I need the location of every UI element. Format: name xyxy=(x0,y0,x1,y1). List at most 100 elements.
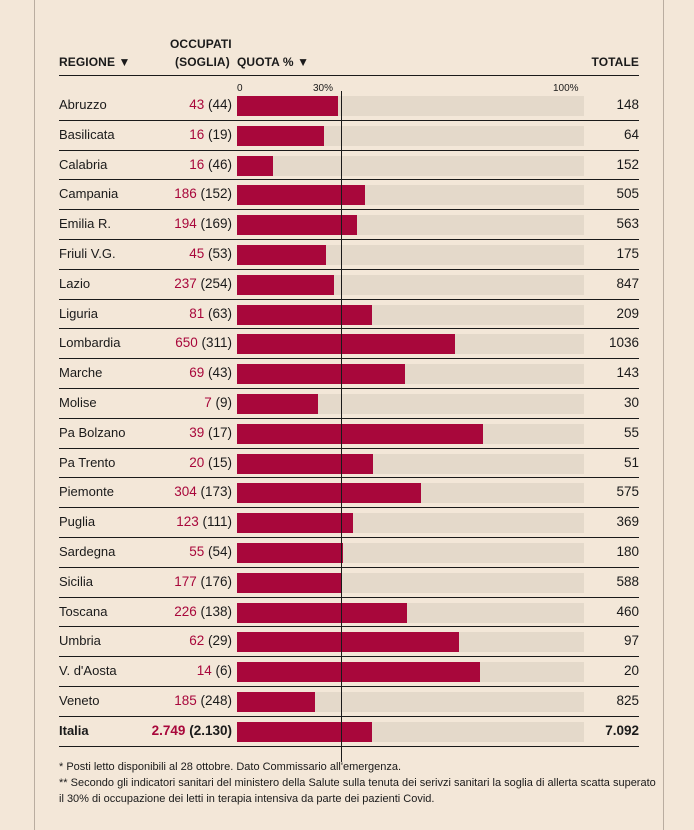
bar-quota xyxy=(237,423,484,444)
table-row: Pa Bolzano 39 (17) 55 xyxy=(59,419,639,449)
totale-value: 97 xyxy=(623,633,639,649)
table-row: Basilicata 16 (19) 64 xyxy=(59,121,639,151)
bar-track xyxy=(237,632,584,653)
bar-quota xyxy=(237,245,327,265)
occupati-soglia: 39 (17) xyxy=(189,419,232,447)
footnote-2: ** Secondo gli indicatori sanitari del m… xyxy=(59,777,656,805)
occupati-value: 2.749 xyxy=(151,722,186,738)
bar-quota xyxy=(237,334,455,355)
row-rule xyxy=(59,119,639,121)
table-row: Sicilia 177 (176) 588 xyxy=(59,568,639,598)
bar-track xyxy=(237,334,584,355)
header-regione[interactable]: REGIONE ▼ xyxy=(59,55,131,69)
totale-value: 575 xyxy=(616,484,639,500)
occupati-value: 123 xyxy=(176,514,199,530)
bar-track xyxy=(237,155,584,176)
region-name: Pa Trento xyxy=(59,454,116,470)
occupati-soglia: 123 (111) xyxy=(176,508,232,536)
occupati-soglia: 185 (248) xyxy=(174,687,232,715)
totale-value: 847 xyxy=(616,275,639,291)
totale-value: 7.092 xyxy=(605,722,639,738)
occupati-soglia: 81 (63) xyxy=(189,300,232,328)
row-rule xyxy=(59,536,639,538)
right-border xyxy=(663,0,664,830)
occupati-soglia: 650 (311) xyxy=(175,329,232,357)
bar-quota xyxy=(237,274,335,295)
soglia-value: (43) xyxy=(207,365,232,381)
bar-track xyxy=(237,483,584,504)
occupati-soglia: 16 (46) xyxy=(189,151,232,179)
header-soglia: (SOGLIA) xyxy=(175,55,230,69)
totale-value: 588 xyxy=(616,573,639,589)
row-rule xyxy=(59,417,639,419)
tick-label-0: 0 xyxy=(237,83,243,94)
totale-value: 505 xyxy=(616,186,639,202)
soglia-value: (6) xyxy=(215,663,233,679)
occupati-value: 20 xyxy=(189,454,205,470)
bar-quota xyxy=(237,364,405,385)
totale-value: 563 xyxy=(616,216,639,232)
table-row: Sardegna 55 (54) 180 xyxy=(59,538,639,568)
bar-quota xyxy=(237,185,365,206)
soglia-value: (15) xyxy=(207,454,232,470)
totale-value: 175 xyxy=(616,246,639,261)
occupati-soglia: 2.749 (2.130) xyxy=(152,717,232,745)
totale-value: 209 xyxy=(616,305,639,321)
occupati-value: 45 xyxy=(189,246,205,261)
totale-value: 460 xyxy=(616,603,639,619)
region-name: Liguria xyxy=(59,305,99,321)
row-rule xyxy=(59,149,639,151)
region-name: Toscana xyxy=(59,603,108,619)
soglia-value: (9) xyxy=(215,395,233,410)
table-row: Pa Trento 20 (15) 51 xyxy=(59,449,639,479)
threshold-30-line xyxy=(341,91,343,762)
table-row: Piemonte 304 (173) 575 xyxy=(59,478,639,509)
occupati-value: 185 xyxy=(174,693,197,708)
occupati-value: 81 xyxy=(189,305,205,321)
row-rule xyxy=(59,566,639,568)
bar-quota xyxy=(237,721,372,742)
table-row: Marche 69 (43) 143 xyxy=(59,359,639,389)
occupati-soglia: 14 (6) xyxy=(197,657,232,685)
region-name: Pa Bolzano xyxy=(59,424,126,440)
occupati-value: 16 xyxy=(189,126,205,142)
header-totale: TOTALE xyxy=(591,55,639,69)
bar-track xyxy=(237,453,584,474)
row-rule xyxy=(59,238,639,240)
occupati-soglia: 186 (152) xyxy=(174,180,232,208)
region-name: Umbria xyxy=(59,633,101,649)
region-name: Sardegna xyxy=(59,544,116,559)
occupati-soglia: 194 (169) xyxy=(174,210,232,238)
region-name: Marche xyxy=(59,365,103,381)
table-row: Lazio 237 (254) 847 xyxy=(59,270,639,300)
soglia-value: (248) xyxy=(200,693,232,708)
soglia-value: (29) xyxy=(207,633,232,649)
bar-track xyxy=(237,543,584,563)
soglia-value: (2.130) xyxy=(189,722,232,738)
bar-track xyxy=(237,662,584,683)
bar-quota xyxy=(237,215,357,236)
header-quota[interactable]: QUOTA % ▼ xyxy=(237,55,310,69)
occupati-value: 194 xyxy=(174,216,197,232)
totale-value: 825 xyxy=(616,693,639,708)
soglia-value: (152) xyxy=(200,186,232,202)
table-row-total: Italia 2.749 (2.130) 7.092 xyxy=(59,717,639,747)
table-row: Friuli V.G. 45 (53) 175 xyxy=(59,240,639,270)
region-name: Molise xyxy=(59,395,97,410)
bar-track xyxy=(237,364,584,385)
soglia-value: (138) xyxy=(200,603,232,619)
row-rule xyxy=(59,685,639,687)
row-rule xyxy=(59,626,639,628)
region-name: Puglia xyxy=(59,514,96,530)
region-name: Veneto xyxy=(59,693,100,708)
table-row: Emilia R. 194 (169) 563 xyxy=(59,210,639,240)
bar-track xyxy=(237,125,584,146)
row-rule xyxy=(59,328,639,330)
totale-value: 55 xyxy=(623,424,639,440)
occupati-value: 650 xyxy=(175,335,198,351)
table-row: Puglia 123 (111) 369 xyxy=(59,508,639,538)
table-row: Molise 7 (9) 30 xyxy=(59,389,639,419)
region-name: Abruzzo xyxy=(59,97,107,112)
bar-track xyxy=(237,602,584,623)
tick-label-30: 30% xyxy=(313,83,334,94)
